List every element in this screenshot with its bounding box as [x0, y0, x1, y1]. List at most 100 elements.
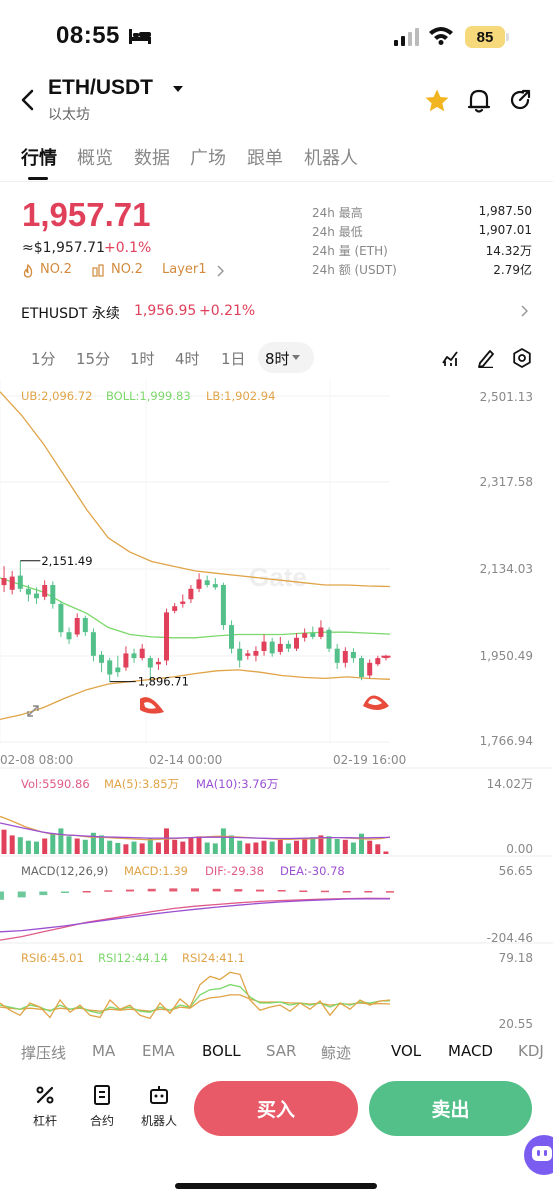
candle-body [50, 585, 56, 604]
pair-title[interactable]: ETH/USDT [48, 76, 153, 99]
vol-label: Vol:5590.86 [21, 777, 90, 791]
macd-histogram-bar [39, 891, 48, 896]
signal-marker-icon [140, 697, 164, 714]
fire-icon [23, 264, 33, 278]
candle-body [326, 629, 332, 649]
indicator-chart-icon[interactable] [441, 349, 459, 367]
x-tick: 02-08 08:00 [0, 753, 73, 767]
indicator-whale[interactable]: 鲸迹 [321, 1044, 352, 1062]
y-tick: 2,134.03 [480, 562, 533, 576]
draw-pen-icon[interactable] [477, 348, 495, 368]
tab-square[interactable]: 广场 [190, 148, 226, 169]
candle-body [237, 648, 243, 661]
caret-down-icon[interactable] [172, 84, 184, 94]
candle-body [253, 651, 259, 656]
volume-bar [375, 844, 381, 854]
indicator-ema[interactable]: EMA [142, 1042, 175, 1060]
candle-body [196, 579, 202, 589]
tab-bots[interactable]: 机器人 [304, 148, 358, 169]
rank-badge-volume[interactable]: NO.2 [111, 262, 143, 277]
back-arrow-icon[interactable] [18, 88, 38, 112]
macd-histogram-bar [126, 889, 134, 892]
tab-market[interactable]: 行情 [21, 148, 57, 169]
tab-data[interactable]: 数据 [134, 148, 170, 169]
perpetual-row[interactable]: ETHUSDT 永续 1,956.95 +0.21% [0, 296, 553, 328]
y-axis-labels: 2,501.13 2,317.58 2,134.03 1,950.49 1,76… [480, 390, 533, 1030]
candle-body [82, 618, 88, 633]
chevron-right-icon[interactable] [520, 304, 528, 318]
candle-body [123, 653, 129, 668]
macd-dea-label: DEA:-30.78 [280, 864, 345, 878]
favorite-star-icon[interactable] [424, 88, 450, 114]
candle-body [42, 585, 48, 597]
volume-bar [188, 837, 194, 854]
expand-chart-icon[interactable] [27, 705, 39, 717]
contract-button[interactable]: 合约 [80, 1084, 124, 1129]
wifi-icon [429, 27, 453, 45]
macd-histogram-bar [212, 888, 221, 892]
boll-ub-label: UB:2,096.72 [21, 389, 92, 403]
assistant-floating-button[interactable] [524, 1135, 553, 1175]
caret-down-icon[interactable] [292, 355, 300, 361]
candle-body [139, 648, 145, 659]
interval-15m[interactable]: 15分 [76, 350, 111, 368]
volume-bar [17, 837, 23, 854]
macd-label: MACD(12,26,9) [21, 864, 108, 878]
indicator-vol[interactable]: VOL [391, 1042, 422, 1060]
candle-body [155, 661, 161, 665]
interval-1h[interactable]: 1时 [130, 350, 155, 368]
vol-y-tick: 0.00 [506, 842, 533, 856]
usd-price: ≈$1,957.71 [22, 240, 105, 256]
sector-tag[interactable]: Layer1 [162, 262, 207, 277]
leverage-button[interactable]: 杠杆 [23, 1084, 67, 1129]
macd-histogram-bar [386, 891, 394, 893]
candle-body [359, 658, 364, 677]
stat-high-label: 24h 最高 [312, 206, 363, 220]
volume-bar [196, 836, 202, 854]
volume-series [0, 815, 391, 854]
rank-badge-hot[interactable]: NO.2 [40, 262, 72, 277]
sell-button[interactable]: 卖出 [369, 1081, 532, 1136]
tab-copy-trading[interactable]: 跟单 [247, 148, 283, 169]
interval-8h[interactable]: 8时 [265, 350, 290, 368]
volume-bar [294, 840, 299, 854]
volume-bar [245, 843, 251, 854]
interval-4h[interactable]: 4时 [175, 350, 200, 368]
volume-bar [147, 838, 153, 854]
buy-button[interactable]: 买入 [194, 1081, 358, 1136]
boll-mid-label: BOLL:1,999.83 [106, 389, 191, 403]
volume-bar [237, 840, 243, 854]
volume-bar [107, 840, 113, 854]
vol-ma5-label: MA(5):3.85万 [104, 777, 179, 791]
volume-bar [367, 840, 373, 854]
indicator-sar[interactable]: SAR [266, 1042, 297, 1060]
chart-settings-gear-icon[interactable] [512, 348, 532, 368]
interval-1d[interactable]: 1日 [221, 350, 246, 368]
indicator-support-resistance[interactable]: 撑压线 [21, 1044, 67, 1062]
interval-1m[interactable]: 1分 [31, 350, 56, 368]
bell-icon[interactable] [467, 88, 491, 114]
indicator-kdj[interactable]: KDJ [518, 1042, 544, 1060]
candle-body [285, 643, 291, 649]
candle-body [269, 641, 275, 654]
indicator-boll[interactable]: BOLL [202, 1042, 241, 1060]
home-indicator [175, 1183, 377, 1189]
macd-y-tick: -204.46 [487, 931, 533, 945]
candle-body [74, 618, 80, 635]
y-tick: 1,766.94 [480, 734, 533, 748]
candle-body [212, 584, 218, 588]
tab-overview[interactable]: 概览 [77, 148, 113, 169]
share-icon[interactable] [508, 88, 532, 112]
candle-body [245, 653, 251, 656]
candlestick-chart[interactable]: Gate 2,151.49 1,896.71 UB:2,096.72 BOLL:1… [0, 380, 553, 1030]
indicator-ma[interactable]: MA [92, 1042, 116, 1060]
bot-button[interactable]: 机器人 [137, 1084, 181, 1129]
chevron-right-icon[interactable] [216, 265, 224, 277]
candle-body [277, 643, 283, 652]
perpetual-change: +0.21% [199, 303, 256, 319]
candle-body [375, 658, 381, 665]
tab-bar: 行情 概览 数据 广场 跟单 机器人 [0, 140, 553, 182]
volume-bar [155, 842, 161, 854]
volume-bar [318, 835, 324, 854]
indicator-macd[interactable]: MACD [448, 1042, 493, 1060]
